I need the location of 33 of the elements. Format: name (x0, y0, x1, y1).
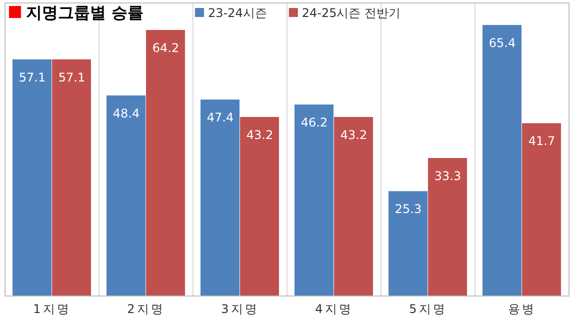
data-label: 57.1 (18, 70, 46, 84)
bar (106, 95, 146, 296)
x-tick-label: 3지명 (221, 302, 259, 316)
data-label: 41.7 (528, 134, 556, 148)
data-label: 64.2 (152, 40, 180, 55)
x-tick-label: 1지명 (33, 302, 71, 316)
chart-title: 지명그룹별 승률 (26, 3, 144, 22)
x-tick-label: 용병 (508, 302, 536, 316)
data-label: 43.2 (340, 128, 368, 142)
data-label: 65.4 (488, 36, 516, 50)
bar (428, 158, 467, 296)
data-label: 43.2 (246, 128, 274, 142)
x-tick-label: 2지명 (127, 302, 165, 316)
x-tick-label: 5지명 (409, 302, 447, 316)
legend-label: 24-25시즌 전반기 (302, 6, 401, 20)
data-label: 57.1 (58, 70, 86, 84)
data-label: 47.4 (206, 110, 234, 125)
bar (388, 191, 428, 296)
legend-label: 23-24시즌 (208, 6, 267, 20)
bar (294, 104, 334, 296)
data-label: 25.3 (394, 202, 422, 216)
bar (52, 59, 91, 296)
x-tick-label: 4지명 (315, 302, 353, 316)
bar (522, 123, 561, 296)
data-label: 46.2 (300, 116, 328, 130)
bar (240, 116, 279, 296)
bar (200, 100, 240, 296)
bar (12, 59, 52, 296)
data-label: 33.3 (434, 169, 462, 183)
bar (482, 24, 522, 296)
data-label: 48.4 (112, 106, 140, 120)
bar (146, 30, 185, 296)
bar (334, 116, 373, 296)
